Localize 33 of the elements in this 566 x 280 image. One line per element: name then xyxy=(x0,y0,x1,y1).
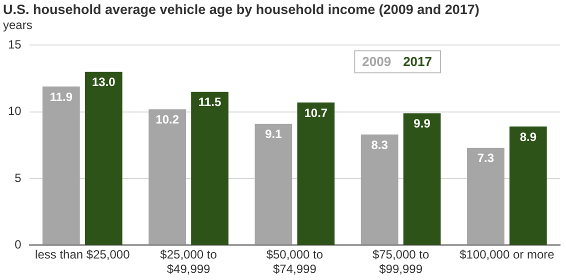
bar xyxy=(84,72,122,245)
y-tick-label: 5 xyxy=(14,170,22,185)
bar xyxy=(297,102,335,245)
y-axis-title: years xyxy=(3,18,32,32)
x-tick-label: $50,000 to $74,999 xyxy=(266,248,324,276)
text: 2009 xyxy=(362,54,392,69)
y-tick-label: 0 xyxy=(14,238,22,252)
data-label: 11.5 xyxy=(198,95,222,110)
data-label: 11.9 xyxy=(50,90,73,104)
bar xyxy=(467,148,504,245)
bar xyxy=(254,124,292,245)
data-label: 7.3 xyxy=(477,151,494,166)
data-label: 9.1 xyxy=(265,127,282,142)
x-tick-label: $100,000 or more xyxy=(460,248,555,262)
data-label: 13.0 xyxy=(92,75,116,90)
bar xyxy=(191,92,228,245)
y-tick-label: 10 xyxy=(8,104,22,118)
bar xyxy=(148,109,186,245)
x-tick-label: $75,000 to $99,999 xyxy=(372,248,430,276)
x-tick-label: $25,000 to $49,999 xyxy=(160,248,218,276)
y-tick-label: 15 xyxy=(8,38,22,52)
data-label: 9.9 xyxy=(414,116,431,131)
data-label: 10.7 xyxy=(304,106,328,120)
data-label: 10.2 xyxy=(156,112,180,127)
chart-title: U.S. household average vehicle age by household income (2009 and 2017) xyxy=(3,2,480,17)
bar xyxy=(42,86,80,245)
x-tick-label: less than $25,000 xyxy=(35,248,130,262)
bar xyxy=(403,113,441,245)
bar xyxy=(360,134,398,245)
data-label: 8.9 xyxy=(520,130,537,144)
data-label: 8.3 xyxy=(371,138,388,152)
bar xyxy=(509,126,547,245)
text: 2017 xyxy=(403,54,432,69)
